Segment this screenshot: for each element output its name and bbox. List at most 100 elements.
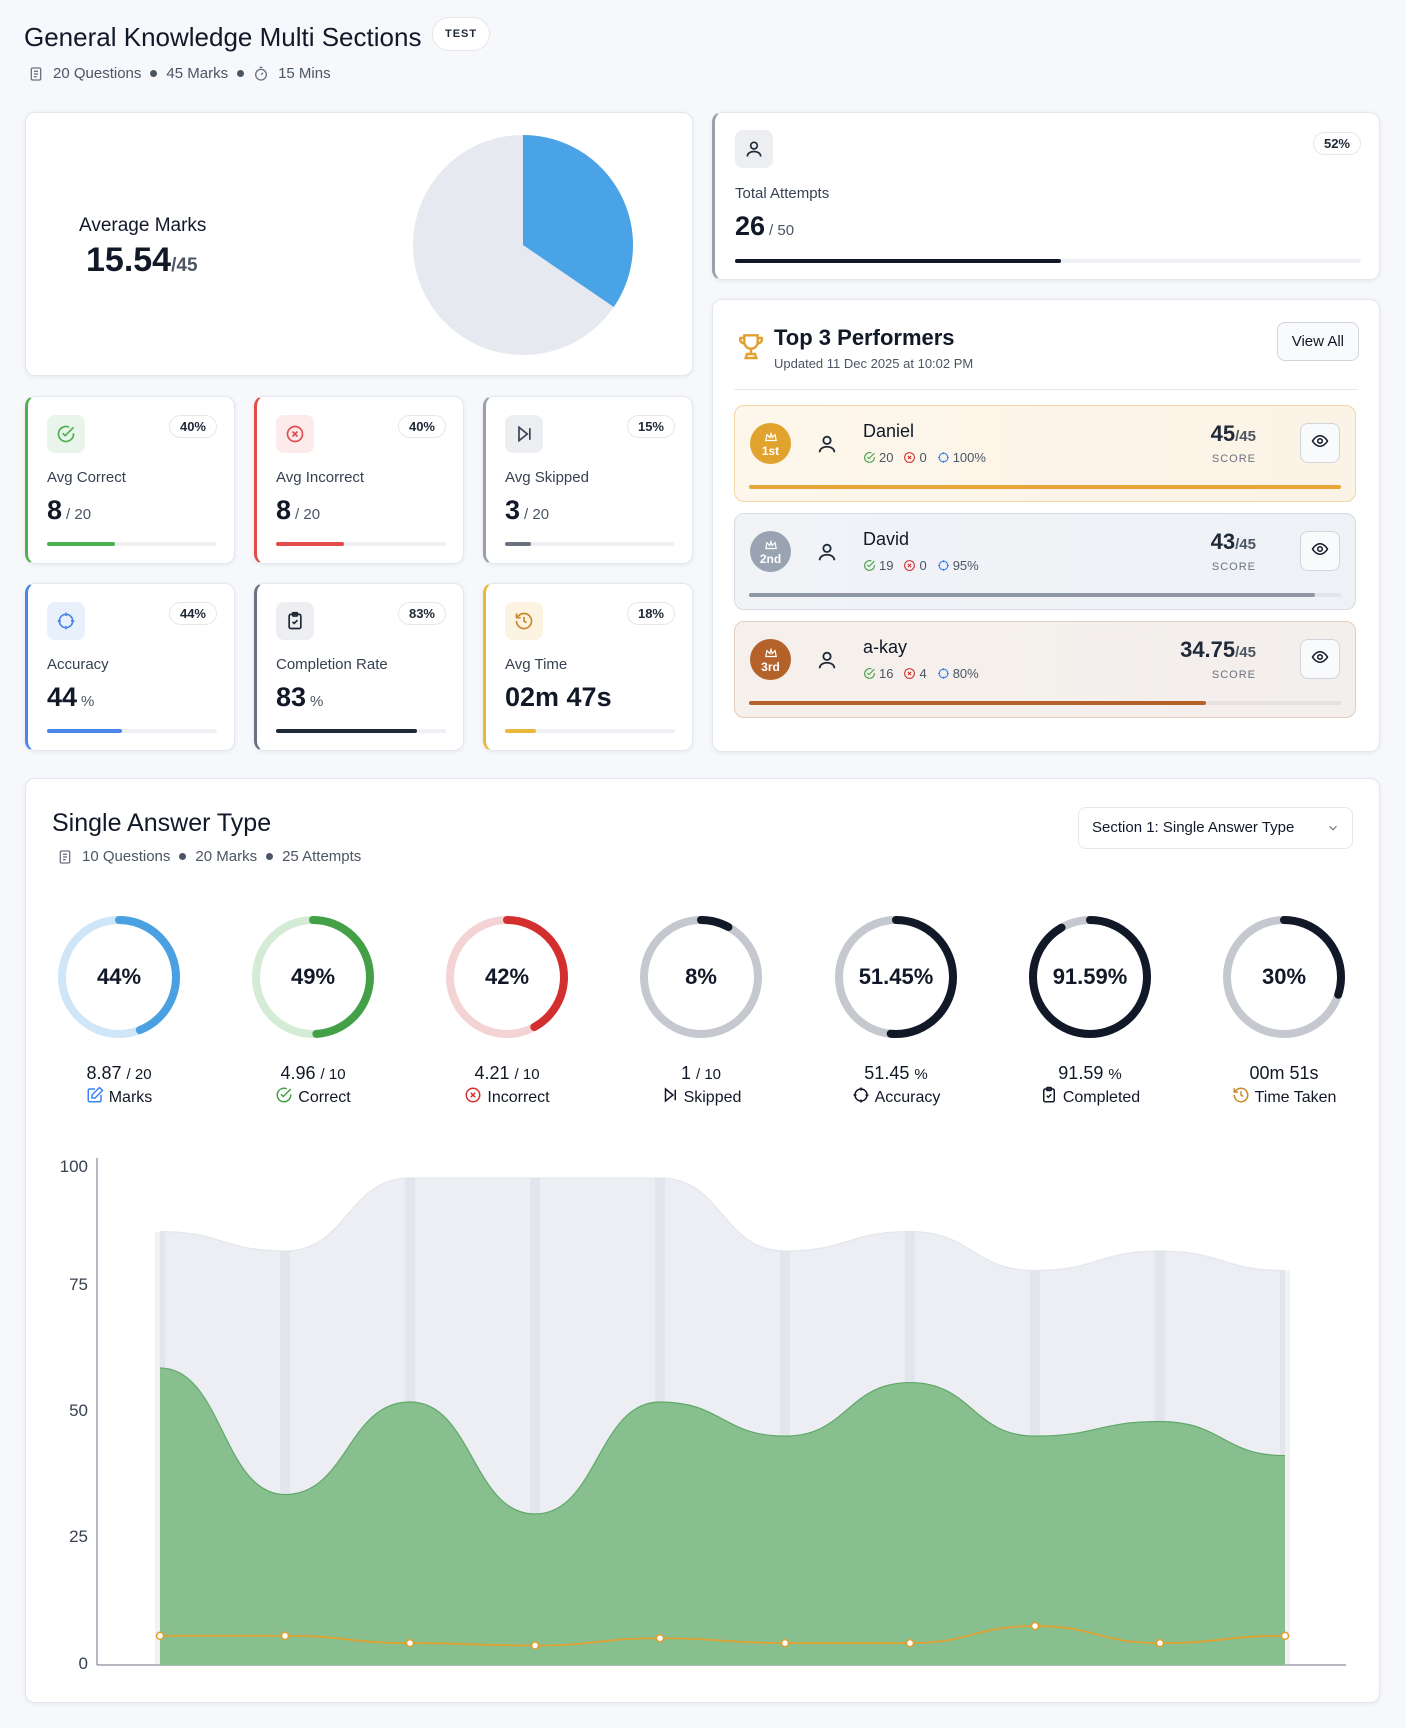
performer-correct: 16 [863,666,893,681]
performer-score: 45/45 [1210,421,1256,446]
ring-value: 8.87 / 20 [86,1063,152,1083]
performer-name: David [863,529,910,549]
average-marks-card: Average Marks 15.54/45 [25,112,693,376]
stat-label: Avg Correct [47,469,126,486]
performer-stats: 20 0 100% [863,450,986,465]
stat-value: 8/ 20 [276,495,321,525]
ring-value: 51.45 % [864,1063,928,1083]
check-circle-icon [47,415,85,453]
ring-label: Marks [22,1086,216,1109]
attempts-progress [735,259,1361,263]
stat-percent: 15% [626,415,675,438]
performer-progress [749,593,1341,597]
chevron-down-icon [1326,821,1340,840]
series-min-point [1280,1631,1290,1641]
stat-percent: 44% [168,602,217,625]
score-label: SCORE [1211,561,1256,573]
user-icon [735,130,773,168]
stat-card-completion-rate: 83% Completion Rate 83% [254,583,464,751]
view-performer-button[interactable] [1300,639,1340,679]
y-tick-label: 75 [69,1275,88,1294]
clipboard-check-icon [276,602,314,640]
ring-completed: 91.59% [1026,913,1154,1041]
section-attempts: 25 Attempts [282,848,362,865]
performer-incorrect: 0 [903,450,927,465]
stat-label: Accuracy [47,656,109,673]
series-max-line [159,1177,1286,1272]
stat-progress [276,729,446,733]
series-min-point [1155,1638,1165,1648]
stat-progress [276,542,446,546]
performer-stats: 16 4 80% [863,666,979,681]
pie-average-slice [523,135,633,307]
attempts-value: 26/ 50 [735,211,795,241]
rank-badge: 2nd [750,531,791,572]
ring-marks: 44% [55,913,183,1041]
ring-label: Accuracy [799,1086,993,1109]
ring-percent: 44% [96,964,142,989]
ring-incorrect: 42% [443,913,571,1041]
page-title: General Knowledge Multi Sections [24,22,422,52]
performer-name: Daniel [863,421,915,441]
ring-percent: 91.59% [1052,964,1128,989]
test-meta: 20 Questions 45 Marks 15 Mins [28,65,331,82]
medal-icon [764,646,778,661]
edit-icon [86,1086,104,1109]
view-performer-button[interactable] [1300,423,1340,463]
stat-progress [505,542,675,546]
area-series-average [160,1367,1285,1665]
stat-percent: 18% [626,602,675,625]
y-tick-label: 100 [59,1157,88,1176]
duration: 15 Mins [278,65,331,82]
stat-card-accuracy: 44% Accuracy 44% [25,583,235,751]
ring-value: 1 / 10 [680,1063,722,1083]
score-label: SCORE [1211,669,1256,681]
crown-icon [764,430,778,445]
total-attempts-card: 52% Total Attempts 26/ 50 [712,112,1380,280]
performer-progress [749,485,1341,489]
ring-percent: 42% [484,964,530,989]
performer-incorrect: 4 [903,666,927,681]
check-circle-icon [275,1086,293,1109]
performer-score: 34.75/45 [1180,637,1256,662]
history-icon [505,602,543,640]
score-label: SCORE [1211,453,1256,465]
section-marks: 20 Marks [195,848,258,865]
average-marks-value: 15.54/45 [86,241,198,279]
performer-score: 43/45 [1210,529,1256,554]
stat-progress [47,542,217,546]
performer-stats: 19 0 95% [863,558,979,573]
medal-icon [764,538,778,553]
series-average-line [159,1367,1286,1515]
avatar [807,424,847,464]
ring-time-taken: 30% [1220,913,1348,1041]
eye-icon [1311,540,1329,563]
timer-icon [253,66,269,82]
section-meta: 10 Questions 20 Marks 25 Attempts [57,848,361,865]
questions-count: 20 Questions [53,65,142,82]
stat-label: Avg Skipped [505,469,589,486]
stat-percent: 40% [168,415,217,438]
x-circle-icon [464,1086,482,1109]
performer-accuracy: 100% [937,450,986,465]
series-min-point [905,1638,915,1648]
stat-progress [505,729,675,733]
ring-skipped: 8% [637,913,765,1041]
avatar [807,532,847,572]
ring-label: Completed [993,1086,1187,1109]
view-all-button[interactable]: View All [1276,322,1359,361]
ring-label: Time Taken [1187,1086,1381,1109]
ring-label: Skipped [604,1086,798,1109]
section-select[interactable]: Section 1: Single Answer Type [1078,807,1353,849]
eye-icon [1311,432,1329,455]
marks-count: 45 Marks [166,65,229,82]
rank-badge: 1st [750,423,791,464]
view-performer-button[interactable] [1300,531,1340,571]
series-min-point [1030,1621,1040,1631]
target-icon [852,1086,870,1109]
column-band [280,1251,290,1665]
ring-value: 91.59 % [1058,1063,1122,1083]
ring-percent: 51.45% [858,964,934,989]
performers-divider [734,389,1358,390]
test-badge: TEST [432,17,491,51]
